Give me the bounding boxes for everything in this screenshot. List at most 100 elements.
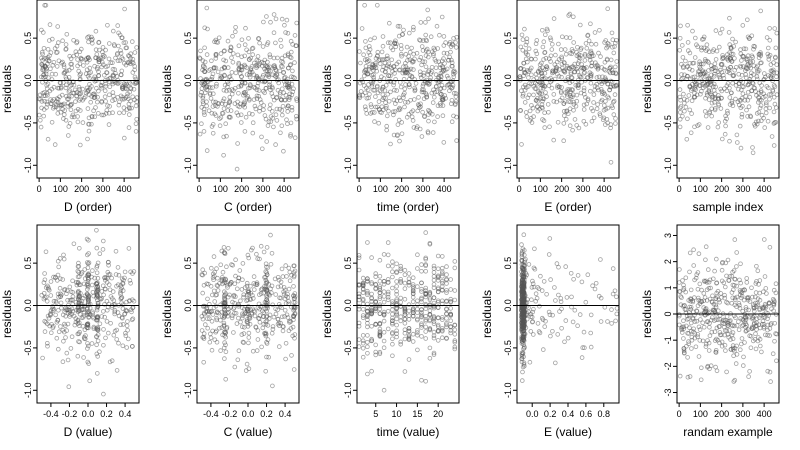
scatter-point <box>273 292 279 297</box>
scatter-point <box>772 101 778 107</box>
scatter-point <box>553 298 558 303</box>
scatter-point <box>410 282 416 287</box>
scatter-point <box>751 72 756 77</box>
scatter-point <box>43 319 49 325</box>
scatter-point <box>562 47 568 52</box>
scatter-point <box>99 314 104 319</box>
scatter-point <box>542 125 547 130</box>
scatter-point <box>268 68 273 74</box>
scatter-point <box>107 92 112 98</box>
scatter-point <box>212 337 218 343</box>
scatter-point <box>566 99 571 104</box>
scatter-point <box>369 296 374 301</box>
scatter-point <box>561 109 567 114</box>
scatter-point <box>86 361 91 366</box>
scatter-point <box>686 93 692 98</box>
scatter-point <box>559 85 564 90</box>
scatter-point <box>732 297 738 303</box>
scatter-point <box>531 114 536 119</box>
scatter-point <box>530 105 536 111</box>
scatter-point <box>754 279 759 284</box>
scatter-point <box>48 312 53 318</box>
scatter-point <box>767 369 773 375</box>
scatter-point <box>677 35 683 41</box>
x-tick-label: 0 <box>677 409 682 419</box>
scatter-point <box>542 110 547 115</box>
scatter-point <box>525 95 531 101</box>
scatter-point <box>86 271 91 277</box>
scatter-point <box>692 331 698 336</box>
scatter-point <box>45 81 51 87</box>
scatter-point <box>266 316 272 321</box>
scatter-point <box>123 95 129 100</box>
scatter-point <box>423 378 429 384</box>
scatter-point <box>576 82 582 88</box>
scatter-point <box>710 84 716 89</box>
scatter-point <box>49 86 55 92</box>
scatter-point <box>720 318 726 324</box>
scatter-point <box>732 276 737 282</box>
scatter-point <box>388 40 393 45</box>
scatter-point <box>694 92 700 98</box>
scatter-point <box>724 83 730 88</box>
y-tick-label: 0.0 <box>503 299 513 312</box>
scatter-point <box>204 103 209 109</box>
scatter-point <box>68 102 74 108</box>
scatter-point <box>758 8 763 14</box>
scatter-point <box>720 55 726 60</box>
scatter-point <box>449 57 454 63</box>
scatter-point <box>40 30 46 35</box>
scatter-point <box>706 279 712 285</box>
scatter-point <box>247 97 252 103</box>
scatter-point <box>556 57 562 62</box>
scatter-point <box>106 259 111 265</box>
scatter-point <box>564 295 570 300</box>
scatter-point <box>521 61 527 66</box>
scatter-point <box>732 295 738 301</box>
scatter-point <box>249 46 255 51</box>
scatter-point <box>407 57 413 63</box>
scatter-point <box>519 297 525 303</box>
scatter-point <box>423 313 429 319</box>
scatter-point <box>696 324 702 330</box>
scatter-point <box>46 285 51 291</box>
scatter-point <box>423 230 429 235</box>
scatter-point <box>282 75 288 80</box>
scatter-point <box>266 291 272 297</box>
x-tick-label: 0 <box>677 184 682 194</box>
scatter-point <box>710 66 716 71</box>
scatter-point <box>689 98 695 103</box>
scatter-point <box>57 276 63 282</box>
scatter-point <box>677 47 682 53</box>
scatter-point <box>50 63 56 68</box>
scatter-point <box>85 287 90 292</box>
scatter-point <box>133 103 139 109</box>
scatter-point <box>226 114 232 120</box>
scatter-point <box>81 307 87 312</box>
scatter-point <box>369 255 374 260</box>
scatter-point <box>519 334 524 340</box>
scatter-point <box>278 63 284 69</box>
scatter-point <box>70 278 75 284</box>
scatter-point <box>241 102 247 107</box>
scatter-point <box>75 353 81 359</box>
scatter-point <box>529 297 534 303</box>
scatter-point <box>402 280 408 286</box>
scatter-point <box>702 279 708 284</box>
scatter-point <box>686 341 691 347</box>
scatter-point <box>64 31 70 37</box>
scatter-point <box>224 88 229 94</box>
scatter-point <box>765 368 770 374</box>
point-group <box>356 230 458 393</box>
scatter-point <box>209 124 215 129</box>
scatter-point <box>267 54 273 60</box>
scatter-point <box>550 68 556 74</box>
scatter-point <box>61 64 67 70</box>
scatter-point <box>771 60 776 65</box>
scatter-point <box>292 135 298 141</box>
scatter-point <box>526 46 532 51</box>
scatter-point <box>589 106 594 111</box>
scatter-point <box>377 311 383 317</box>
scatter-point <box>113 55 118 61</box>
scatter-point <box>373 352 379 358</box>
